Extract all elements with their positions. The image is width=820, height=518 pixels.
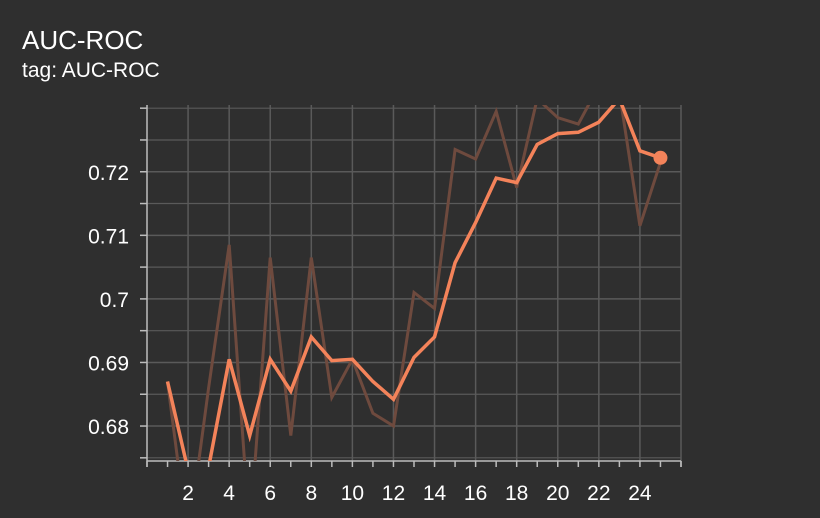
x-tick-label: 24 bbox=[628, 482, 652, 505]
y-tick-label: 0.68 bbox=[88, 416, 129, 439]
x-tick-label: 22 bbox=[587, 482, 610, 505]
x-tick-label: 6 bbox=[264, 482, 276, 505]
x-tick-label: 20 bbox=[546, 482, 569, 505]
x-tick-label: 16 bbox=[464, 482, 487, 505]
x-tick-label: 2 bbox=[182, 482, 194, 505]
x-tick-label: 10 bbox=[341, 482, 364, 505]
x-tick-label: 14 bbox=[423, 482, 447, 505]
y-tick-label: 0.71 bbox=[88, 225, 129, 248]
series-group bbox=[165, 105, 662, 461]
x-tick-label: 8 bbox=[305, 482, 317, 505]
raw-series-line bbox=[166, 105, 662, 461]
x-tick-label: 12 bbox=[382, 482, 405, 505]
last-point-marker bbox=[653, 150, 668, 165]
chart-subtitle: tag: AUC-ROC bbox=[22, 59, 160, 82]
y-tick-label: 0.72 bbox=[88, 162, 129, 185]
x-tick-label: 18 bbox=[505, 482, 528, 505]
smoothed-series-line bbox=[165, 105, 662, 461]
y-tick-label: 0.7 bbox=[100, 289, 129, 312]
y-tick-label: 0.69 bbox=[88, 352, 129, 375]
chart-title: AUC-ROC bbox=[22, 25, 144, 55]
x-tick-label: 4 bbox=[223, 482, 235, 505]
